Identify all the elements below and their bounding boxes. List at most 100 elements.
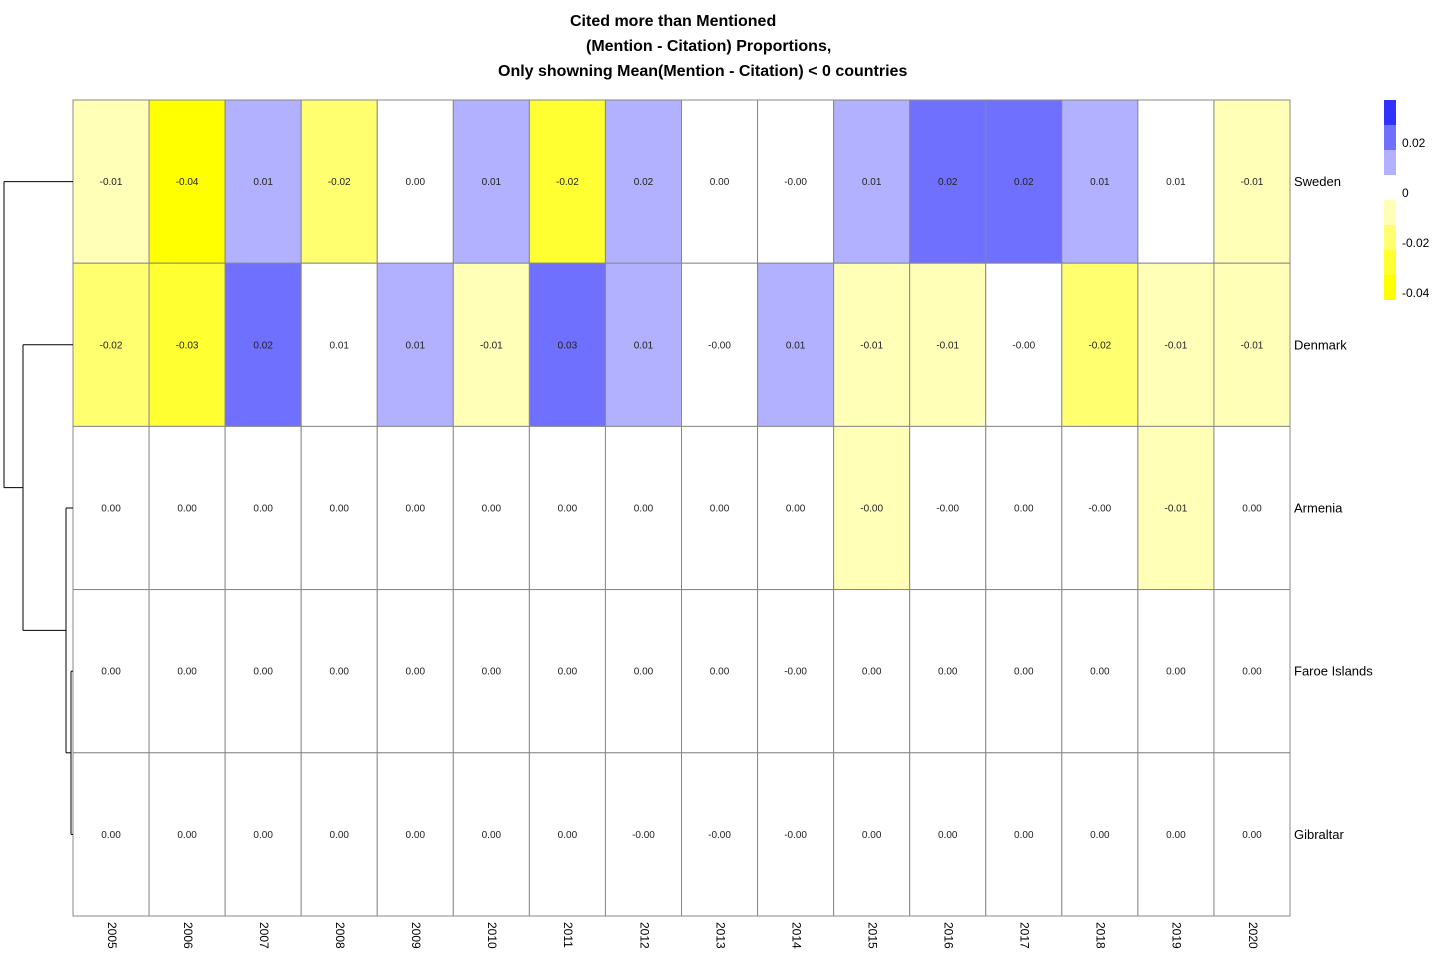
- heatmap-cell: [528, 589, 606, 754]
- cell-value-label: 0.00: [253, 667, 273, 678]
- cell-value-label: 0.00: [406, 830, 426, 841]
- heatmap-cell: [757, 99, 835, 264]
- cell-value-label: 0.00: [634, 667, 654, 678]
- legend-tick-label: -0.04: [1402, 286, 1430, 300]
- heatmap-cell: [376, 589, 454, 754]
- heatmap-cell: [681, 262, 759, 427]
- heatmap-cell: [224, 425, 302, 591]
- column-labels: 2005 2006 2007 2008 2009 2010 2011 2012 2013 2014…: [105, 922, 1260, 949]
- cell-value-label: 0.01: [482, 177, 502, 188]
- cell-value-label: -0.00: [860, 504, 883, 515]
- cell-value-label: 0.00: [253, 830, 273, 841]
- cell-value-label: -0.02: [1088, 340, 1111, 351]
- cell-value-label: -0.04: [176, 177, 199, 188]
- heatmap-cell: [148, 589, 226, 754]
- cell-value-label: 0.00: [177, 504, 197, 515]
- column-label: 2018: [1094, 922, 1108, 949]
- cell-value-label: 0.00: [1242, 504, 1262, 515]
- column-label: 2020: [1246, 922, 1260, 949]
- row-label: Denmark: [1294, 337, 1347, 352]
- cell-value-label: 0.00: [101, 667, 121, 678]
- heatmap-cell: [833, 99, 911, 264]
- column-label: 2007: [257, 922, 271, 949]
- cell-value-label: 0.02: [938, 177, 958, 188]
- heatmap-cell: [985, 425, 1063, 591]
- heatmap-cell: [376, 262, 454, 427]
- legend-color-swatch: [1384, 250, 1396, 275]
- cell-value-label: 0.00: [177, 667, 197, 678]
- heatmap-cell: [376, 752, 454, 917]
- cell-value-label: 0.00: [482, 667, 502, 678]
- cell-value-label: 0.00: [710, 177, 730, 188]
- heatmap-cell: [909, 262, 987, 427]
- cell-value-label: 0.00: [558, 504, 578, 515]
- column-label: 2010: [485, 922, 499, 949]
- cell-value-label: 0.00: [1090, 667, 1110, 678]
- cell-value-label: 0.00: [329, 667, 349, 678]
- heatmap-cell: [148, 752, 226, 917]
- heatmap-cell: [1213, 589, 1291, 754]
- cell-value-label: 0.02: [253, 340, 273, 351]
- cell-value-label: -0.01: [100, 177, 123, 188]
- cell-value-label: -0.02: [328, 177, 351, 188]
- heatmap-cell: [757, 425, 835, 591]
- column-label: 2011: [561, 922, 575, 948]
- heatmap-cell: [681, 425, 759, 591]
- cell-value-label: 0.00: [1090, 830, 1110, 841]
- column-label: 2006: [181, 922, 195, 949]
- legend-tick-label: 0: [1402, 186, 1409, 200]
- cell-value-label: 0.00: [482, 504, 502, 515]
- heatmap-cell: [1137, 425, 1215, 591]
- legend-color-swatch: [1384, 150, 1396, 175]
- heatmap-cell: [376, 425, 454, 591]
- row-dendrogram: [3, 181, 73, 835]
- heatmap-cell: [148, 262, 226, 427]
- legend-color-swatch: [1384, 100, 1396, 125]
- heatmap-cell: [224, 262, 302, 427]
- cell-value-label: 0.01: [253, 177, 273, 188]
- cell-value-label: 0.00: [406, 177, 426, 188]
- row-labels: Sweden Denmark Armenia Faroe Islands Gibralt…: [1294, 174, 1373, 842]
- heatmap-cell: [604, 262, 682, 427]
- heatmap-cell: [528, 99, 606, 264]
- cell-value-label: 0.00: [862, 830, 882, 841]
- heatmap-cell: [833, 752, 911, 917]
- row-label: Gibraltar: [1294, 827, 1345, 842]
- cell-value-label: 0.00: [862, 667, 882, 678]
- cell-value-label: -0.00: [708, 340, 731, 351]
- cell-value-label: 0.00: [101, 830, 121, 841]
- column-label: 2008: [333, 922, 347, 949]
- heatmap-cell: [376, 99, 454, 264]
- heatmap-cell: [1213, 425, 1291, 591]
- cell-value-label: -0.01: [1241, 340, 1264, 351]
- legend-color-swatch: [1384, 175, 1396, 200]
- heatmap-cell: [909, 589, 987, 754]
- cell-value-label: 0.00: [177, 830, 197, 841]
- legend-color-swatch: [1384, 275, 1396, 300]
- cell-value-label: 0.00: [406, 504, 426, 515]
- cell-value-label: 0.01: [634, 340, 654, 351]
- cell-value-label: 0.01: [1090, 177, 1110, 188]
- cell-value-label: 0.00: [1242, 830, 1262, 841]
- cell-value-label: -0.00: [1088, 504, 1111, 515]
- heatmap-cell: [452, 99, 530, 264]
- heatmap-cell: [452, 262, 530, 427]
- column-label: 2009: [409, 922, 423, 949]
- heatmap-cell: [72, 752, 150, 917]
- row-label: Faroe Islands: [1294, 664, 1373, 679]
- cell-value-label: 0.01: [786, 340, 806, 351]
- heatmap-cell: [985, 589, 1063, 754]
- cell-value-label: 0.00: [558, 667, 578, 678]
- cell-value-label: -0.02: [100, 340, 123, 351]
- legend-color-swatch: [1384, 125, 1396, 150]
- cell-value-label: 0.03: [558, 340, 578, 351]
- cell-value-label: -0.00: [784, 830, 807, 841]
- heatmap-cell: [985, 752, 1063, 917]
- heatmap-cell: [604, 752, 682, 917]
- heatmap-cell: [300, 425, 378, 591]
- heatmap-cell: [985, 99, 1063, 264]
- heatmap-cell: [1137, 99, 1215, 264]
- heatmap-cell: [1061, 99, 1139, 264]
- cell-value-label: 0.02: [1014, 177, 1034, 188]
